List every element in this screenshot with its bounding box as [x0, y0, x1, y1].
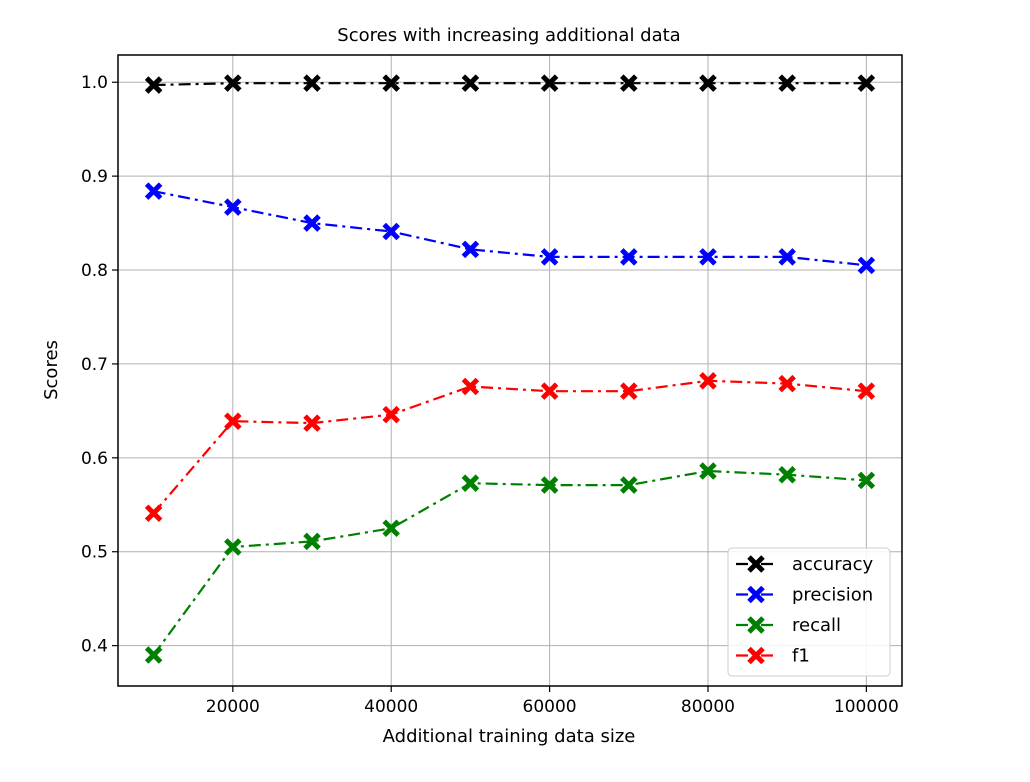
y-tick-label: 0.4: [81, 637, 108, 657]
data-point-f1: [620, 382, 638, 400]
plot-frame: [117, 54, 903, 687]
data-point-recall: [540, 476, 559, 494]
data-point-f1: [540, 382, 559, 400]
y-tick-label: 0.5: [81, 543, 108, 563]
data-point-recall: [224, 538, 242, 556]
series-line-precision: [153, 190, 867, 267]
y-axis-ticks: 0.4 0.5 0.6 0.7 0.8 0.9 1.0: [81, 73, 118, 657]
data-point-f1: [461, 377, 480, 396]
series-line-f1: [152, 379, 867, 514]
data-point-recall: [303, 532, 321, 551]
legend-entry-f1: f1: [736, 646, 810, 667]
data-point-precision: [303, 214, 321, 232]
data-point-recall: [461, 474, 480, 492]
legend-box: [727, 547, 891, 677]
data-point-accuracy: [620, 74, 638, 92]
data-point-precision: [620, 248, 638, 266]
legend-marker-accuracy: [747, 555, 765, 573]
data-point-f1: [857, 382, 876, 400]
x-tick-label: 40000: [364, 697, 418, 717]
data-point-precision: [540, 248, 559, 266]
legend: accuracy precision recall f1: [727, 547, 891, 677]
x-tick-label: 100000: [834, 697, 899, 717]
data-point-accuracy: [461, 74, 480, 92]
y-tick-label: 1.0: [81, 73, 108, 93]
data-point-precision: [857, 256, 876, 275]
data-point-recall: [778, 465, 796, 484]
y-tick-label: 0.9: [81, 167, 108, 187]
x-axis-label: Additional training data size: [383, 726, 636, 747]
data-point-recall: [620, 476, 638, 494]
data-point-precision: [699, 248, 717, 266]
data-point-recall: [144, 646, 163, 664]
data-point-recall: [699, 462, 717, 480]
legend-entry-accuracy: accuracy: [736, 554, 874, 575]
data-point-f1: [144, 504, 163, 522]
data-point-precision: [778, 248, 796, 266]
legend-marker-precision: [747, 585, 765, 604]
grid: [118, 55, 902, 686]
data-point-recall: [382, 519, 400, 538]
data-point-precision: [224, 198, 242, 216]
data-point-precision: [461, 240, 480, 259]
legend-entry-recall: recall: [736, 615, 841, 636]
data-point-accuracy: [778, 74, 796, 92]
data-point-precision: [144, 182, 163, 200]
x-tick-label: 60000: [523, 697, 577, 717]
data-point-recall: [857, 471, 876, 490]
y-tick-label: 0.6: [81, 449, 108, 469]
x-tick-label: 20000: [206, 697, 260, 717]
chart-title: Scores with increasing additional data: [337, 25, 680, 46]
data-point-f1: [699, 372, 717, 390]
legend-label: recall: [792, 615, 841, 636]
data-point-accuracy: [224, 74, 242, 92]
series-markers: [144, 74, 876, 664]
data-point-accuracy: [382, 74, 400, 92]
data-point-accuracy: [144, 76, 163, 94]
data-point-accuracy: [699, 74, 717, 92]
data-point-accuracy: [857, 74, 876, 92]
y-axis-label: Scores: [41, 340, 62, 400]
data-point-accuracy: [540, 74, 559, 92]
x-tick-label: 80000: [681, 697, 735, 717]
y-tick-label: 0.7: [81, 355, 108, 375]
data-point-f1: [303, 414, 321, 432]
legend-entry-precision: precision: [736, 585, 873, 606]
legend-marker-f1: [747, 646, 765, 665]
data-point-f1: [224, 412, 242, 430]
data-point-accuracy: [303, 74, 321, 92]
y-tick-label: 0.8: [81, 261, 108, 281]
legend-marker-recall: [747, 616, 765, 634]
x-axis-ticks: 20000 40000 60000 80000 100000: [206, 686, 899, 717]
series-line-accuracy: [153, 82, 867, 87]
series-lines: [152, 82, 867, 656]
data-point-f1: [778, 374, 796, 393]
legend-label: f1: [792, 646, 810, 667]
legend-label: accuracy: [792, 554, 874, 575]
legend-label: precision: [792, 585, 873, 606]
data-point-precision: [382, 222, 400, 241]
data-point-f1: [382, 405, 400, 424]
